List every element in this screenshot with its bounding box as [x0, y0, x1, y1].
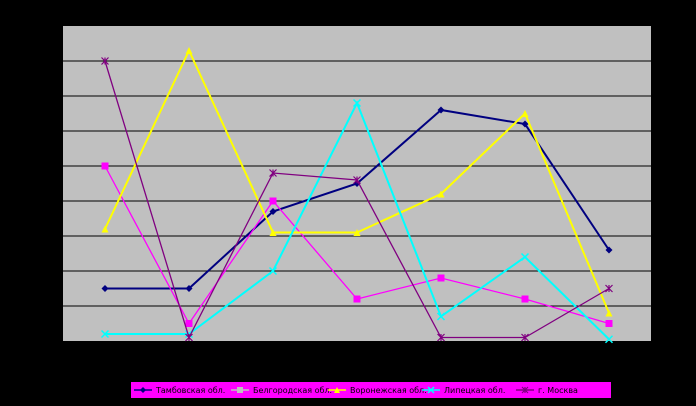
legend-box — [131, 382, 611, 398]
data-point — [269, 197, 277, 205]
legend-label: Тамбовская обл. — [155, 386, 225, 395]
data-point — [185, 333, 193, 342]
data-point — [101, 225, 109, 233]
data-point — [520, 252, 530, 262]
data-point — [353, 229, 361, 236]
data-point — [605, 309, 613, 317]
legend-entry: Белгородская обл. — [231, 386, 332, 395]
legend-marker — [140, 387, 146, 393]
data-point — [604, 335, 614, 344]
data-point — [269, 208, 277, 215]
data-point — [437, 106, 445, 114]
data-point — [605, 284, 613, 293]
data-point — [437, 274, 445, 282]
data-point — [100, 329, 110, 339]
legend-entry: Липецкая обл. — [422, 386, 505, 395]
data-point — [269, 169, 277, 177]
data-point — [605, 246, 613, 254]
data-point — [353, 295, 361, 303]
series-5 — [101, 57, 613, 342]
series-3 — [101, 47, 613, 317]
data-point — [437, 190, 445, 198]
legend: Тамбовская обл. Белгородская обл. Воронежс… — [131, 382, 611, 398]
data-point — [268, 266, 278, 276]
data-point — [521, 110, 529, 117]
data-point — [185, 47, 193, 54]
data-point — [101, 285, 109, 292]
data-point — [521, 295, 529, 303]
legend-label: Липецкая обл. — [444, 386, 505, 395]
legend-label: г. Москва — [538, 386, 578, 395]
data-point — [269, 229, 277, 236]
data-point — [101, 162, 109, 170]
legend-marker — [521, 386, 529, 394]
legend-entry: Воронежская обл. — [328, 386, 427, 395]
legend-marker — [334, 387, 340, 393]
data-point — [185, 320, 193, 327]
data-point — [521, 120, 529, 128]
data-point — [436, 312, 446, 321]
series-layer — [100, 47, 614, 344]
data-point — [101, 57, 109, 65]
data-point — [605, 320, 613, 327]
series-2 — [101, 162, 613, 327]
legend-label: Воронежская обл. — [350, 386, 427, 395]
data-point — [437, 333, 445, 342]
data-point — [185, 285, 193, 292]
legend-label: Белгородская обл. — [253, 386, 332, 395]
data-point — [352, 98, 362, 108]
data-point — [353, 176, 361, 184]
legend-entry: Тамбовская обл. — [134, 386, 225, 395]
legend-entry: г. Москва — [516, 386, 578, 395]
data-point — [521, 333, 529, 342]
legend-marker — [427, 386, 435, 394]
legend-marker — [237, 387, 243, 393]
